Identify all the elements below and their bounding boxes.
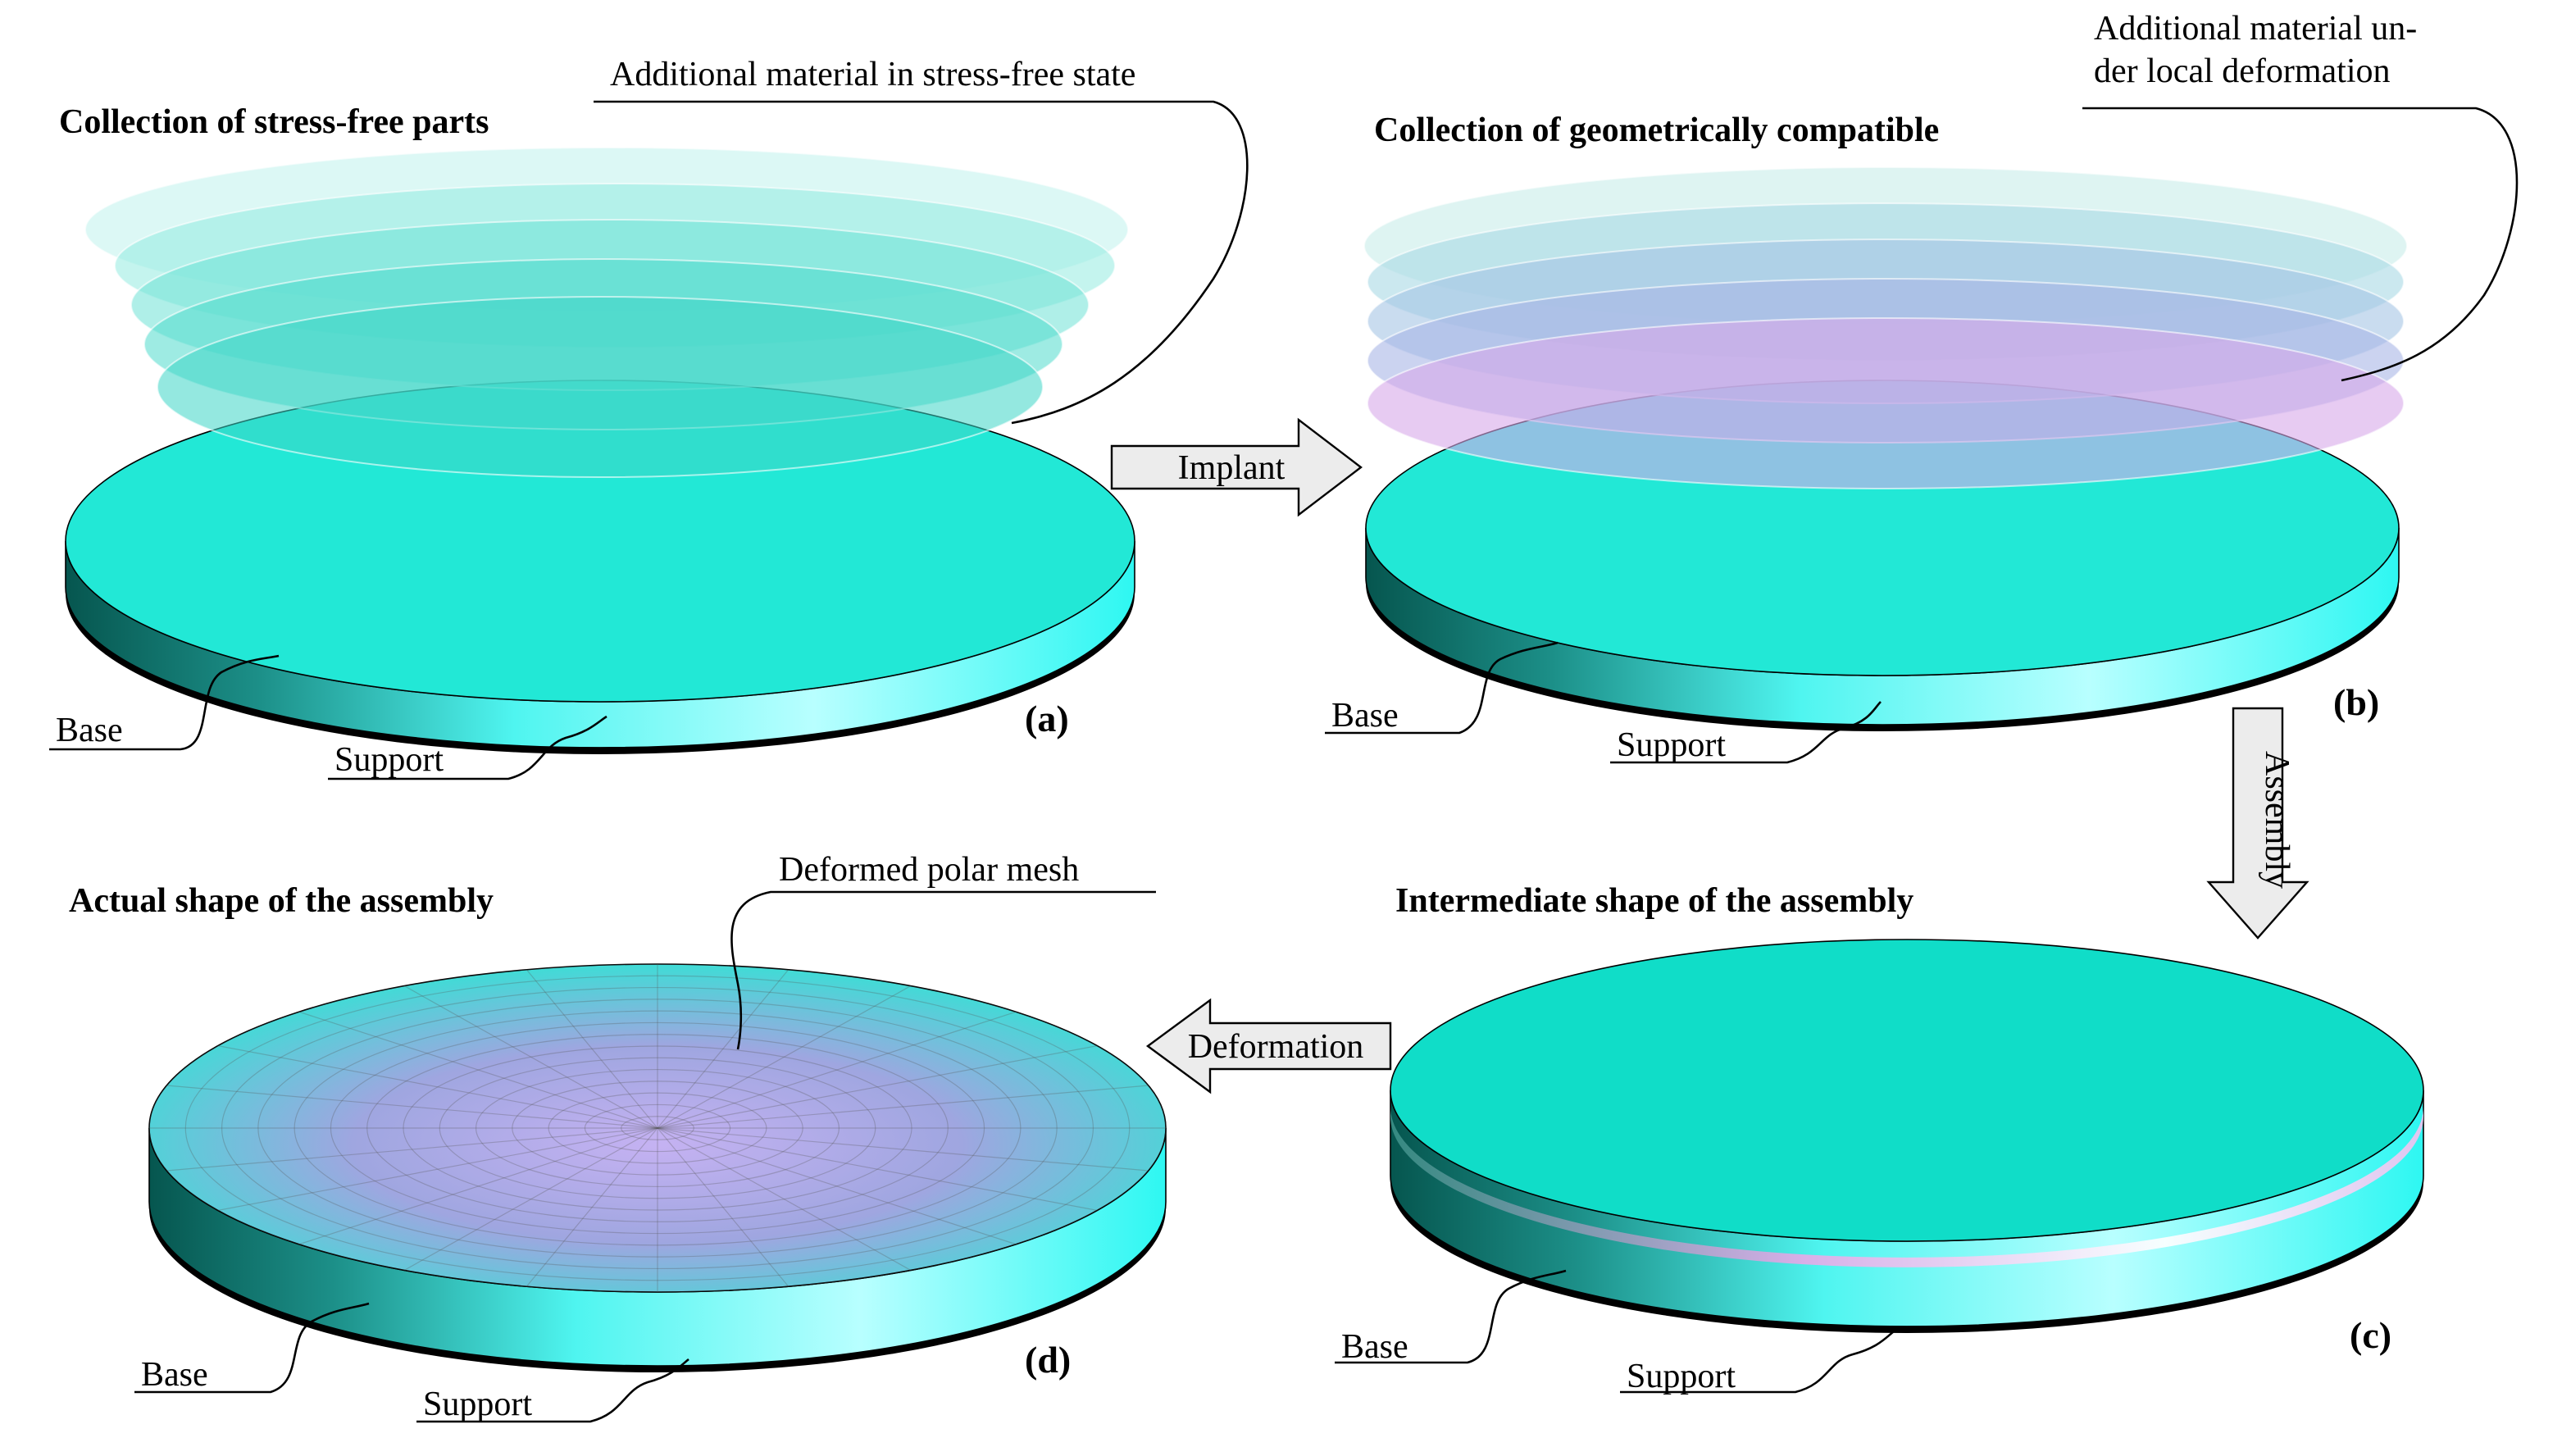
mesh-ring: [621, 1116, 694, 1140]
mesh-spoke: [275, 1127, 658, 1253]
base-top: [1390, 939, 2424, 1242]
mesh-spoke: [516, 964, 658, 1129]
leader: [730, 890, 1156, 1050]
arrow-label: Implant: [1178, 449, 1286, 487]
callout: Deformed polar mesh: [779, 851, 1079, 889]
mesh-ring: [584, 1103, 731, 1153]
leader: [134, 1302, 370, 1394]
mesh-spoke: [149, 1082, 658, 1129]
callout: Support: [423, 1385, 532, 1423]
mesh-spoke: [657, 976, 929, 1129]
panel-title: Collection of geometrically compatible: [1374, 111, 1939, 149]
mesh-spoke: [657, 1127, 1166, 1174]
arrow-label: Assembly: [2258, 751, 2296, 889]
callout: Base: [56, 712, 123, 749]
panel-title: Actual shape of the assembly: [69, 882, 494, 920]
mesh-spoke: [189, 1127, 658, 1217]
mesh-spoke: [516, 1127, 658, 1292]
mesh-spoke: [189, 1040, 658, 1129]
leader: [1325, 641, 1559, 735]
mesh-ring: [294, 1010, 1022, 1246]
leader: [2082, 107, 2519, 382]
panel-title: Collection of stress-free parts: [59, 103, 489, 141]
callout-line: der local deformation: [2094, 52, 2391, 90]
leader: [328, 715, 607, 780]
callout: Support: [1617, 726, 1726, 764]
material-layer: [1367, 317, 2405, 489]
callout: Base: [1341, 1328, 1408, 1366]
callout: Base: [141, 1356, 208, 1394]
callout-line: Additional material un-: [2094, 10, 2417, 48]
leader: [1610, 701, 1882, 764]
mesh-spoke: [657, 1127, 1040, 1253]
arrow: [1110, 417, 1363, 517]
arrow: [1145, 998, 1392, 1094]
mesh-spoke: [386, 976, 658, 1129]
mesh-ring: [330, 1021, 985, 1235]
mesh-spoke: [657, 1127, 1126, 1217]
panel-title: Intermediate shape of the assembly: [1395, 882, 1913, 920]
leader: [416, 1358, 689, 1423]
callout: Additional material in stress-free state: [610, 56, 1135, 93]
mesh-ring: [548, 1092, 767, 1164]
material-layer: [157, 296, 1044, 478]
callout: Base: [1331, 697, 1399, 735]
leader: [49, 654, 280, 751]
callout: Support: [334, 741, 444, 779]
callout: Additional material un-der local deforma…: [2094, 10, 2417, 90]
mesh-ring: [439, 1057, 876, 1199]
mesh-spoke: [149, 1127, 658, 1174]
arrow-label: Deformation: [1188, 1028, 1364, 1066]
mesh-spoke: [275, 1003, 658, 1129]
mesh-ring: [366, 1034, 949, 1222]
mesh-spoke: [657, 1040, 1126, 1129]
mesh-spoke: [657, 1082, 1166, 1129]
panel-tag: (a): [1025, 698, 1069, 739]
panel-tag: (b): [2333, 681, 2379, 723]
callout: Support: [1627, 1358, 1736, 1395]
mesh-ring: [184, 975, 1131, 1281]
mesh-spoke: [657, 1003, 1040, 1129]
leader: [1620, 1330, 1895, 1394]
panel-tag: (c): [2350, 1314, 2391, 1356]
panel-tag: (d): [1025, 1339, 1071, 1381]
mesh-ring: [403, 1045, 912, 1211]
mesh-spoke: [386, 1127, 658, 1281]
shapes: [65, 147, 2424, 1372]
polar-mesh: [149, 964, 1166, 1292]
mesh-ring: [512, 1081, 803, 1176]
leader: [594, 100, 1249, 425]
mesh-ring: [475, 1068, 840, 1188]
leader: [1335, 1269, 1567, 1364]
mesh-ring: [257, 999, 1058, 1258]
mesh-spoke: [657, 1127, 929, 1281]
mesh-ring: [221, 986, 1094, 1270]
arrow: [2206, 707, 2309, 940]
base-top: [148, 963, 1167, 1293]
mesh-spoke: [657, 964, 799, 1129]
mesh-spoke: [657, 1127, 799, 1292]
